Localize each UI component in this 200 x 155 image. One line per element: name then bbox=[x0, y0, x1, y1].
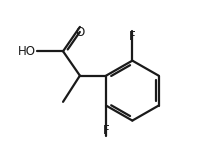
Text: O: O bbox=[75, 26, 84, 39]
Text: HO: HO bbox=[18, 45, 36, 58]
Text: F: F bbox=[102, 124, 109, 137]
Text: F: F bbox=[128, 30, 135, 43]
